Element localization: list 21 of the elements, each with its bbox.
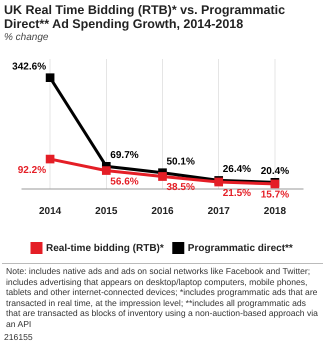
text: Note: includes native ads and ads on social networks like Facebook and Twitter; includes advertising that appears on desktop/laptop computers, mobile phones, tablets and other internet-connected devices; *includes programmatic ads that are transacted in real time, at the impression level; **includes all programmatic ads that are transacted as blocks of inventory using a non-auction-based approach via an API — [2, 263, 323, 329]
data-label: 69.7% — [110, 150, 139, 162]
chart-title: UK Real Time Bidding (RTB)* vs. Programmatic Direct** Ad Spending Growth, 2014-2018 — [3, 2, 286, 31]
legend-label: Programmatic direct** — [188, 242, 293, 254]
data-label: 50.1% — [166, 156, 195, 168]
x-tick-label: 2017 — [208, 206, 230, 217]
x-tick-label: 2015 — [95, 206, 118, 217]
x-tick-label: 2018 — [264, 206, 286, 217]
x-tick-label: 2016 — [151, 206, 174, 217]
data-label: 38.5% — [166, 182, 195, 194]
data-label: 92.2% — [18, 164, 46, 176]
x-tick-label: 2014 — [38, 206, 62, 217]
data-label: 56.6% — [110, 176, 139, 188]
chart-subtitle: % change — [3, 31, 50, 43]
data-label: 20.4% — [260, 166, 290, 178]
data-label: 21.5% — [222, 188, 252, 199]
data-label: 342.6% — [12, 61, 46, 72]
text: 216155 — [3, 331, 34, 344]
legend-label: Real-time bidding (RTB)* — [46, 242, 164, 254]
data-label: 26.4% — [222, 164, 252, 176]
data-label: 15.7% — [260, 190, 290, 201]
